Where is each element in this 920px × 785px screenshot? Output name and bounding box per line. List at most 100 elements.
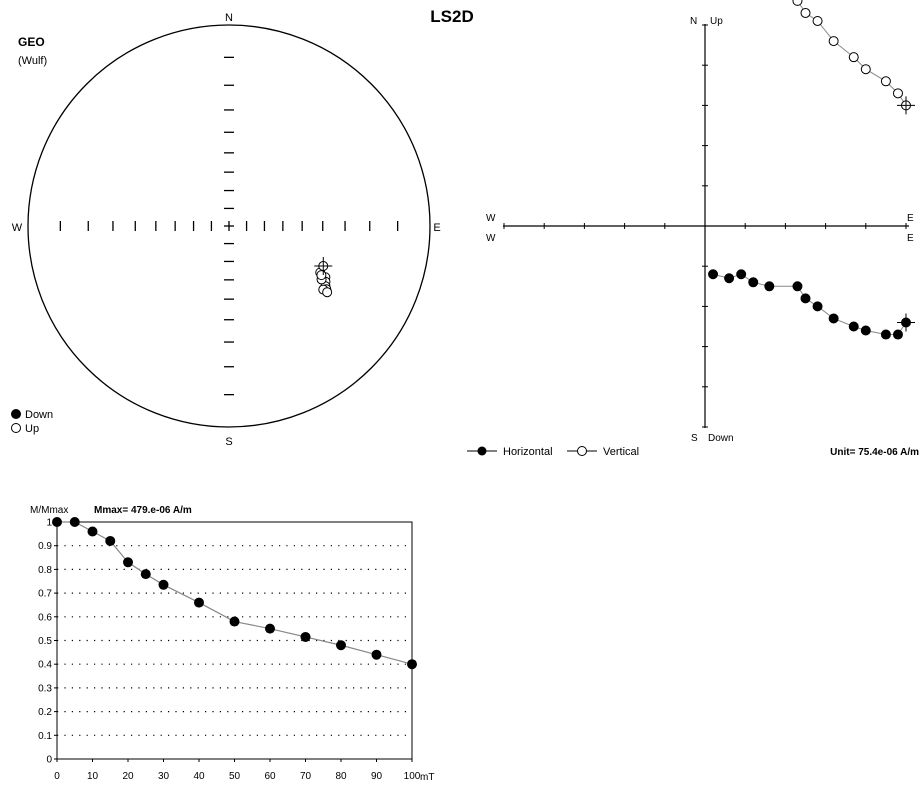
decay-xtick-label: 20 (122, 771, 134, 782)
decay-ytick-label: 1 (46, 518, 52, 529)
legend-vertical-label: Vertical (603, 446, 639, 458)
stereonet-point (316, 270, 327, 281)
decay-point (105, 535, 116, 546)
vertical-point (860, 64, 871, 75)
horizontal-point (848, 321, 859, 332)
stereonet-ticks (59, 56, 399, 396)
decay-point (52, 517, 62, 527)
vertical-point (848, 52, 859, 63)
decay-ytick-label: 0.3 (38, 683, 52, 694)
horizontal-point (812, 301, 823, 312)
vertical-point (812, 15, 823, 26)
stereonet-primitive-circle (27, 24, 431, 428)
zijderveld-plot: N Up S Down W W E E Horizontal Vertical … (467, 0, 919, 458)
horizontal-point (748, 277, 759, 288)
stereonet-label: GEO (18, 35, 45, 49)
horizontal-point (828, 313, 839, 324)
decay-point (265, 623, 275, 634)
vertical-point (828, 36, 839, 47)
decay-point (123, 557, 133, 568)
decay-point (371, 649, 382, 660)
decay-point (300, 631, 311, 642)
decay-grid (57, 545, 412, 736)
decay-xtick-label: 10 (87, 771, 99, 782)
decay-xtick-label: 90 (371, 771, 383, 782)
vertical-point (792, 0, 803, 6)
horizontal-point (792, 281, 803, 292)
decay-xlabel: mT (420, 772, 434, 783)
zijderveld-axes (503, 24, 909, 428)
legend-horizontal-label: Horizontal (503, 446, 553, 458)
decay-xtick-label: 40 (193, 771, 205, 782)
decay-xtick-label: 30 (158, 771, 170, 782)
decay-mmax-label: Mmax= 479.e-06 A/m (94, 505, 192, 516)
decay-ytick-label: 0.2 (38, 707, 52, 718)
decay-xtick-label: 60 (264, 771, 276, 782)
decay-xtick-label: 80 (335, 771, 347, 782)
legend-horizontal-marker (477, 446, 487, 456)
zijderveld-up-label: Up (710, 16, 723, 27)
stereonet-west-label: W (12, 222, 23, 234)
decay-ytick-label: 0.4 (38, 660, 52, 671)
zijderveld-south-label: S (691, 433, 698, 444)
vertical-point (892, 88, 903, 99)
horizontal-line (712, 273, 907, 336)
vertical-point (800, 7, 811, 18)
zijderveld-east-label-2: E (907, 233, 914, 244)
decay-point (336, 640, 346, 651)
horizontal-point (880, 329, 891, 340)
stereonet-north-label: N (225, 12, 233, 24)
horizontal-point (892, 329, 903, 340)
stereonet-south-label: S (225, 436, 232, 448)
legend-up-label: Up (25, 423, 39, 435)
zijderveld-unit-label: Unit= 75.4e-06 A/m (830, 447, 919, 458)
zijderveld-east-label: E (907, 213, 914, 224)
stereonet-east-label: E (433, 222, 440, 234)
decay-point (140, 569, 151, 580)
horizontal-point (724, 273, 735, 284)
zijderveld-north-label: N (690, 16, 697, 27)
legend-down-label: Down (25, 409, 53, 421)
stereonet-point (322, 287, 333, 298)
decay-ytick-label: 0.7 (38, 589, 52, 600)
decay-tick-labels: 00.10.20.30.40.50.60.70.80.910 10 20 30 40 50… (38, 518, 421, 783)
stereonet-points (314, 257, 333, 298)
legend-vertical-marker (577, 446, 587, 456)
decay-ytick-label: 0.8 (38, 565, 52, 576)
decay-ytick-label: 0 (46, 755, 52, 766)
decay-point (69, 517, 80, 527)
stereonet-projection-label: (Wulf) (18, 55, 47, 67)
stereonet-plot: GEO (Wulf) N S E W Down Up (11, 12, 441, 448)
decay-ytick-label: 0.5 (38, 636, 52, 647)
horizontal-point (708, 269, 719, 280)
decay-point (407, 659, 417, 670)
decay-ytick-label: 0.9 (38, 541, 52, 552)
decay-ytick-label: 0.6 (38, 612, 52, 623)
decay-series (52, 517, 417, 670)
horizontal-point (736, 269, 747, 280)
zijderveld-west-label: W (486, 213, 496, 224)
decay-point (158, 579, 169, 590)
legend-up-marker (11, 423, 21, 433)
decay-point (87, 526, 98, 537)
decay-xtick-label: 70 (300, 771, 312, 782)
decay-xtick-label: 100 (404, 771, 421, 782)
decay-ylabel: M/Mmax (30, 505, 68, 516)
decay-xtick-label: 0 (54, 771, 60, 782)
intensity-decay-plot: M/Mmax Mmax= 479.e-06 A/m mT 0 0.1 0.2 0.3 0… (30, 505, 434, 783)
horizontal-point (764, 281, 775, 292)
zijderveld-down-label: Down (708, 433, 734, 444)
decay-xtick-label: 50 (229, 771, 241, 782)
vertical-point (880, 76, 891, 87)
legend-down-marker (11, 409, 21, 419)
decay-ytick-label: 0.1 (38, 731, 52, 742)
horizontal-point (860, 325, 871, 336)
decay-plot-frame (56, 521, 413, 760)
horizontal-point (800, 293, 811, 304)
decay-point (229, 616, 240, 627)
zijderveld-west-label-2: W (486, 233, 496, 244)
decay-point (194, 597, 204, 608)
zijderveld-series (708, 0, 915, 340)
figure-title: LS2D (430, 7, 473, 26)
